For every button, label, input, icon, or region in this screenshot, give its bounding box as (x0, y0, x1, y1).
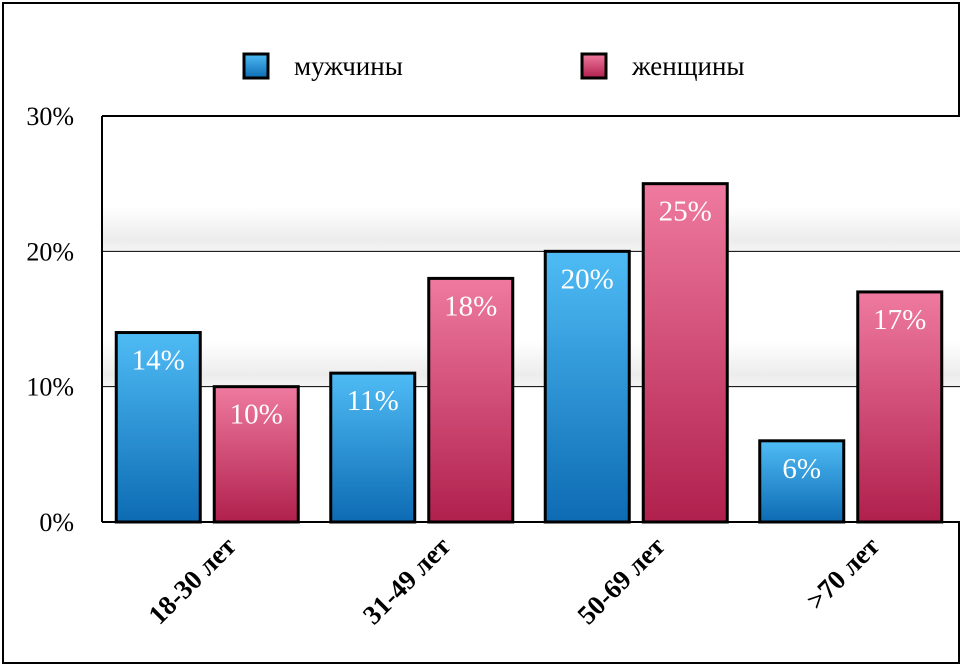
grid-band (102, 341, 960, 387)
y-tick-label: 20% (26, 237, 74, 266)
data-label-female-3: 25% (659, 196, 712, 228)
legend-swatch-male (242, 52, 270, 80)
x-axis: 18-30 лет 31-49 лет 50-69 лет >70 лет (102, 521, 960, 630)
bar-male-1 (114, 331, 202, 524)
data-label-female-2: 18% (444, 290, 497, 322)
x-tick-label: >70 лет (800, 531, 885, 616)
y-tick-label: 10% (26, 373, 74, 402)
bar-male-2 (329, 371, 417, 524)
x-tick-label: 50-69 лет (571, 531, 670, 630)
bar-female-3 (641, 182, 729, 524)
grid-band (102, 206, 960, 252)
y-axis: 0% 10% 20% 30% (26, 102, 103, 537)
y-tick-label: 0% (39, 508, 74, 537)
data-label-male-3: 20% (561, 263, 614, 295)
x-tick-label: 31-49 лет (357, 531, 456, 630)
legend: мужчины женщины (242, 51, 745, 81)
data-label-male-2: 11% (347, 385, 399, 417)
data-label-female-4: 17% (873, 304, 926, 336)
data-label-male-1: 14% (132, 345, 185, 377)
data-label-female-1: 10% (230, 399, 283, 431)
data-labels: 14% 10% 11% 18% 20% 25% 6% 17% (132, 196, 927, 485)
legend-label-male: мужчины (294, 51, 403, 81)
bar-female-4 (856, 290, 944, 524)
legend-label-female: женщины (631, 51, 745, 81)
legend-swatch-female (580, 52, 608, 80)
y-tick-label: 30% (26, 102, 74, 131)
x-tick-label: 18-30 лет (142, 531, 241, 630)
data-label-male-4: 6% (782, 453, 821, 485)
